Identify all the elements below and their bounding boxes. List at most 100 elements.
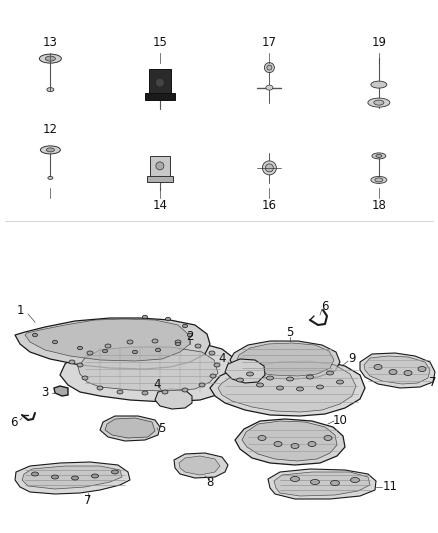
Ellipse shape xyxy=(371,176,387,183)
Ellipse shape xyxy=(97,386,103,390)
Ellipse shape xyxy=(127,340,133,344)
Ellipse shape xyxy=(257,383,264,387)
Text: 15: 15 xyxy=(152,36,167,49)
Ellipse shape xyxy=(209,351,215,355)
Ellipse shape xyxy=(142,315,148,319)
Ellipse shape xyxy=(265,164,273,172)
Ellipse shape xyxy=(266,85,273,90)
Ellipse shape xyxy=(162,390,168,394)
Polygon shape xyxy=(147,176,173,182)
Polygon shape xyxy=(54,386,68,396)
Ellipse shape xyxy=(297,387,304,391)
Ellipse shape xyxy=(105,344,111,348)
Text: 7: 7 xyxy=(429,376,437,389)
Ellipse shape xyxy=(307,375,314,379)
Ellipse shape xyxy=(152,339,158,343)
Ellipse shape xyxy=(376,155,382,157)
Ellipse shape xyxy=(199,383,205,387)
Ellipse shape xyxy=(92,474,99,478)
Ellipse shape xyxy=(32,472,39,476)
Polygon shape xyxy=(15,462,130,494)
Ellipse shape xyxy=(156,162,164,170)
Polygon shape xyxy=(242,421,337,461)
Ellipse shape xyxy=(71,476,78,480)
Ellipse shape xyxy=(266,376,273,380)
Polygon shape xyxy=(225,359,265,383)
Text: 9: 9 xyxy=(348,351,356,365)
Text: 11: 11 xyxy=(382,481,398,494)
Ellipse shape xyxy=(52,475,59,479)
Ellipse shape xyxy=(389,369,397,375)
Polygon shape xyxy=(105,418,155,438)
Ellipse shape xyxy=(210,374,216,378)
Text: 17: 17 xyxy=(262,36,277,49)
Ellipse shape xyxy=(404,370,412,376)
Ellipse shape xyxy=(291,443,299,448)
Polygon shape xyxy=(100,416,160,441)
Ellipse shape xyxy=(286,377,293,381)
Ellipse shape xyxy=(187,333,192,337)
Ellipse shape xyxy=(311,480,319,484)
Polygon shape xyxy=(78,347,218,391)
Ellipse shape xyxy=(155,348,160,352)
Ellipse shape xyxy=(182,388,188,392)
Ellipse shape xyxy=(40,146,60,154)
Ellipse shape xyxy=(374,365,382,369)
Ellipse shape xyxy=(32,333,38,337)
Ellipse shape xyxy=(336,380,343,384)
Ellipse shape xyxy=(78,346,82,350)
Ellipse shape xyxy=(195,344,201,348)
Text: 10: 10 xyxy=(332,414,347,426)
Polygon shape xyxy=(364,356,430,384)
Text: 14: 14 xyxy=(152,199,167,212)
Ellipse shape xyxy=(331,481,339,486)
Ellipse shape xyxy=(117,390,123,394)
Polygon shape xyxy=(145,93,175,100)
Ellipse shape xyxy=(276,386,283,390)
Polygon shape xyxy=(179,456,220,475)
Ellipse shape xyxy=(82,376,88,380)
Ellipse shape xyxy=(375,178,383,182)
Ellipse shape xyxy=(46,148,54,152)
Ellipse shape xyxy=(326,371,333,375)
Polygon shape xyxy=(218,361,356,412)
Ellipse shape xyxy=(317,385,324,389)
Ellipse shape xyxy=(267,65,272,70)
Ellipse shape xyxy=(175,340,181,344)
Text: 13: 13 xyxy=(43,36,58,49)
Ellipse shape xyxy=(47,87,54,92)
Text: 16: 16 xyxy=(262,199,277,212)
Polygon shape xyxy=(210,358,365,416)
Ellipse shape xyxy=(155,78,164,87)
Ellipse shape xyxy=(176,342,180,346)
Ellipse shape xyxy=(324,435,332,440)
Ellipse shape xyxy=(258,435,266,440)
Ellipse shape xyxy=(102,349,107,353)
Text: 5: 5 xyxy=(158,422,166,434)
Text: 4: 4 xyxy=(218,351,226,365)
Ellipse shape xyxy=(374,100,384,105)
Text: 4: 4 xyxy=(153,378,161,392)
Polygon shape xyxy=(149,69,171,95)
Polygon shape xyxy=(360,353,435,388)
Ellipse shape xyxy=(368,98,390,107)
Ellipse shape xyxy=(265,62,274,72)
Ellipse shape xyxy=(183,324,187,328)
Ellipse shape xyxy=(214,363,220,367)
Text: 12: 12 xyxy=(49,205,51,206)
Text: 8: 8 xyxy=(206,477,214,489)
Polygon shape xyxy=(268,469,376,499)
Ellipse shape xyxy=(237,378,244,382)
Polygon shape xyxy=(235,419,345,465)
Polygon shape xyxy=(22,466,122,489)
Text: 5: 5 xyxy=(286,327,294,340)
Ellipse shape xyxy=(46,56,55,61)
Ellipse shape xyxy=(372,153,386,159)
Text: 1: 1 xyxy=(16,303,24,317)
Ellipse shape xyxy=(166,317,170,321)
Ellipse shape xyxy=(274,441,282,447)
Polygon shape xyxy=(230,341,340,379)
Ellipse shape xyxy=(371,81,387,88)
Polygon shape xyxy=(237,343,334,376)
Ellipse shape xyxy=(77,363,83,367)
